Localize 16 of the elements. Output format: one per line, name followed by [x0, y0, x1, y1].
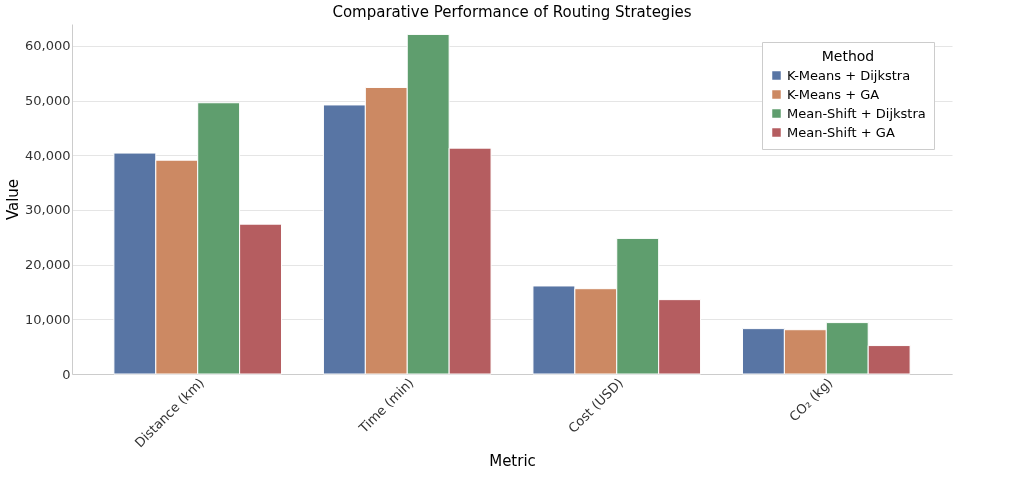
legend-title: Method [821, 48, 875, 64]
legend-label: K-Means + Dijkstra [787, 67, 911, 83]
y-tick-label: 50,000 [25, 93, 71, 109]
y-axis-title: Value [4, 178, 23, 221]
legend-label: K-Means + GA [787, 86, 880, 102]
y-tick-label: 0 [62, 366, 71, 382]
y-tick-label: 30,000 [25, 202, 71, 218]
y-tick-label: 10,000 [25, 311, 71, 327]
y-tick-label: 40,000 [25, 147, 71, 163]
chart-title: Comparative Performance of Routing Strategies [332, 3, 692, 21]
y-tick-label: 60,000 [25, 38, 71, 54]
x-tick-label: CO₂ (kg) [786, 375, 836, 425]
legend-label: Mean-Shift + Dijkstra [787, 105, 926, 121]
legend-label: Mean-Shift + GA [787, 124, 895, 140]
x-axis-title: Metric [489, 452, 536, 471]
y-tick-label: 20,000 [25, 257, 71, 273]
